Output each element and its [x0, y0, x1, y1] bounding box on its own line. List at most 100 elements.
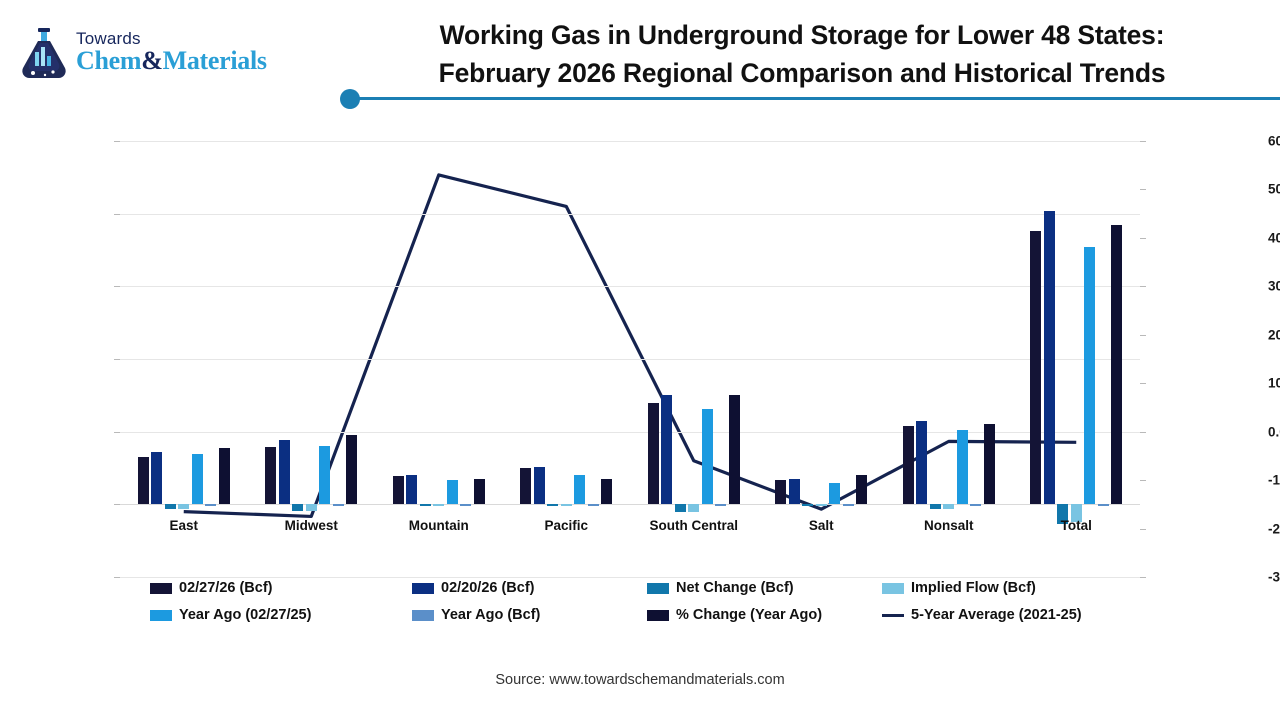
y-axis-tickmark: [114, 213, 120, 215]
x-axis-category-label: Midwest: [284, 518, 338, 534]
secondary-y-axis-tick-label: 10.00%: [1268, 375, 1280, 391]
chart-bar: [1097, 504, 1109, 506]
chart-bar: [856, 475, 868, 505]
chart-bar: [815, 504, 827, 506]
chart-bar: [1084, 247, 1096, 505]
gridline: [120, 141, 1140, 142]
legend-label: 5-Year Average (2021-25): [911, 607, 1082, 623]
chart-bar: [560, 504, 572, 506]
legend-label: 02/20/26 (Bcf): [441, 580, 535, 596]
chart-bar: [802, 504, 814, 506]
legend-item-percent-change[interactable]: % Change (Year Ago): [647, 607, 882, 623]
legend-swatch-icon: [150, 609, 172, 621]
legend-swatch-icon: [150, 582, 172, 594]
chart-bar: [715, 504, 727, 506]
legend-item-implied-flow[interactable]: Implied Flow (Bcf): [882, 580, 1132, 596]
chart-bar: [406, 474, 418, 505]
secondary-y-axis-tick-label: -20.00%: [1268, 521, 1280, 537]
chart-bar: [446, 480, 458, 505]
chart-bar: [775, 480, 787, 505]
gridline: [120, 577, 1140, 578]
chart-bar: [346, 435, 358, 505]
title-underline: [340, 89, 1280, 109]
legend-item-net-change[interactable]: Net Change (Bcf): [647, 580, 882, 596]
secondary-y-axis-tickmark: [1140, 189, 1146, 191]
y-axis-tickmark: [114, 359, 120, 360]
chart-bar: [218, 447, 230, 505]
chart-bar: [1057, 504, 1069, 524]
five-year-average-line: [183, 173, 1077, 519]
chart-bar: [460, 504, 472, 506]
secondary-y-axis-tick-label: 60.00%: [1268, 133, 1280, 149]
legend-swatch-icon: [882, 582, 904, 594]
chart-bar: [433, 504, 445, 506]
secondary-y-axis-tickmark: [1140, 237, 1146, 239]
secondary-y-axis-tick-label: 50.00%: [1268, 181, 1280, 197]
chart-bar: [178, 504, 190, 510]
x-axis-category-label: Salt: [808, 518, 834, 534]
source-caption: Source: www.towardschemandmaterials.com: [495, 672, 785, 688]
chart-bar: [1070, 504, 1082, 523]
legend-label: % Change (Year Ago): [676, 607, 823, 623]
y-axis-tickmark: [114, 431, 120, 433]
chart-bar: [319, 446, 331, 505]
secondary-y-axis-tick-label: 20.00%: [1268, 327, 1280, 343]
chart-plot-area: -50005001000150020002500-30.00%-20.00%-1…: [0, 112, 1280, 585]
brand-ampersand: &: [141, 46, 163, 75]
gridline: [120, 286, 1140, 288]
chart-legend: 02/27/26 (Bcf) 02/20/26 (Bcf) Net Change…: [150, 580, 1160, 634]
chart-bar: [788, 478, 800, 505]
gridline: [120, 359, 1140, 360]
secondary-y-axis-tickmark: [1140, 334, 1146, 336]
x-axis-category-label: South Central: [649, 518, 739, 534]
chart-bar: [970, 504, 982, 506]
chart-bar: [983, 423, 995, 505]
chart-bar: [419, 504, 431, 506]
legend-item-0220-26[interactable]: 02/20/26 (Bcf): [412, 580, 647, 596]
title-line-1: Working Gas in Underground Storage for L…: [439, 20, 1165, 50]
secondary-y-axis-tickmark: [1140, 431, 1146, 433]
chart-bar: [587, 504, 599, 506]
page-header: Towards Chem&Materials Working Gas in Un…: [0, 0, 1280, 112]
title-rule-bar: [350, 97, 1280, 100]
chart-bar: [520, 468, 532, 505]
legend-swatch-icon: [412, 582, 434, 594]
chart-bar: [151, 452, 163, 505]
chart-bar: [292, 504, 304, 511]
title-rule-dot: [340, 89, 360, 109]
y-axis-tickmark: [114, 504, 120, 506]
legend-label: 02/27/26 (Bcf): [179, 580, 273, 596]
x-axis-category-label: Mountain: [408, 518, 469, 534]
chart-bar: [278, 440, 290, 505]
legend-row-2: Year Ago (02/27/25) Year Ago (Bcf) % Cha…: [150, 607, 1160, 623]
brand-line-chem-materials: Chem&Materials: [76, 48, 267, 74]
x-axis-category-label: Nonsalt: [923, 518, 974, 534]
legend-item-year-ago-date[interactable]: Year Ago (02/27/25): [150, 607, 412, 623]
legend-item-year-ago-bcf[interactable]: Year Ago (Bcf): [412, 607, 647, 623]
chart-bar: [305, 504, 317, 511]
chart-bar: [688, 504, 700, 512]
chart-bar: [547, 504, 559, 506]
title-line-2: February 2026 Regional Comparison and Hi…: [438, 58, 1166, 89]
brand-materials: Materials: [162, 46, 267, 75]
chart-bar: [661, 395, 673, 505]
chart-bar: [916, 421, 928, 505]
y-axis-tickmark: [114, 577, 120, 578]
secondary-y-axis-tick-label: -30.00%: [1268, 569, 1280, 585]
legend-label: Year Ago (Bcf): [441, 607, 541, 623]
brand-logo: Towards Chem&Materials: [18, 26, 267, 78]
brand-wordmark: Towards Chem&Materials: [76, 30, 267, 74]
secondary-y-axis-tickmark: [1140, 141, 1146, 142]
gridline: [120, 213, 1140, 215]
brand-line-towards: Towards: [76, 29, 141, 48]
legend-item-0227-26[interactable]: 02/27/26 (Bcf): [150, 580, 412, 596]
secondary-y-axis-tick-label: -10.00%: [1268, 472, 1280, 488]
chart-bar: [829, 483, 841, 505]
chart-bar: [956, 430, 968, 505]
legend-item-five-year-average[interactable]: 5-Year Average (2021-25): [882, 607, 1132, 623]
chart-bar: [191, 454, 203, 505]
legend-label: Implied Flow (Bcf): [911, 580, 1036, 596]
secondary-y-axis-tick-label: 0.00%: [1268, 424, 1280, 440]
legend-swatch-icon: [647, 609, 669, 621]
